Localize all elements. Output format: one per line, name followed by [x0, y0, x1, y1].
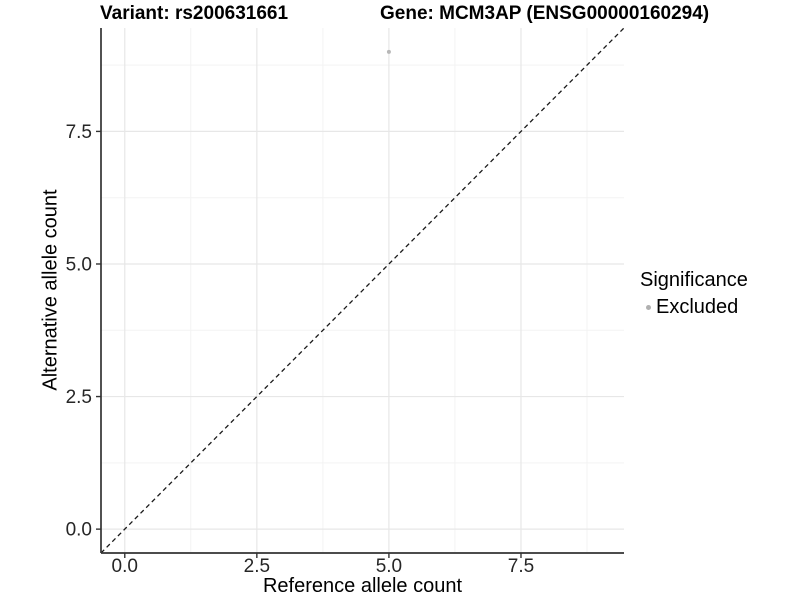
y-axis-title: Alternative allele count [39, 189, 62, 391]
plot-title-gene: Gene: MCM3AP (ENSG00000160294) [380, 3, 710, 24]
x-tick-label: 2.5 [244, 556, 270, 577]
legend-item-label: Excluded [656, 296, 739, 318]
x-tick-label: 7.5 [508, 556, 534, 577]
y-tick-label: 2.5 [66, 387, 92, 408]
legend-title: Significance [640, 269, 748, 291]
y-tick-label: 5.0 [66, 254, 92, 275]
identity-reference-line [100, 27, 625, 554]
x-tick-label: 5.0 [376, 556, 402, 577]
x-tick-label: 0.0 [112, 556, 138, 577]
y-tick-label: 7.5 [66, 122, 92, 143]
y-tick-label: 0.0 [66, 520, 92, 541]
legend: Significance Excluded [640, 269, 748, 319]
plot-title-variant: Variant: rs200631661 [100, 3, 289, 24]
legend-key-dot-icon [646, 305, 651, 310]
data-point-excluded [386, 49, 391, 54]
x-axis-title: Reference allele count [262, 575, 462, 597]
legend-item-excluded: Excluded [640, 296, 748, 319]
